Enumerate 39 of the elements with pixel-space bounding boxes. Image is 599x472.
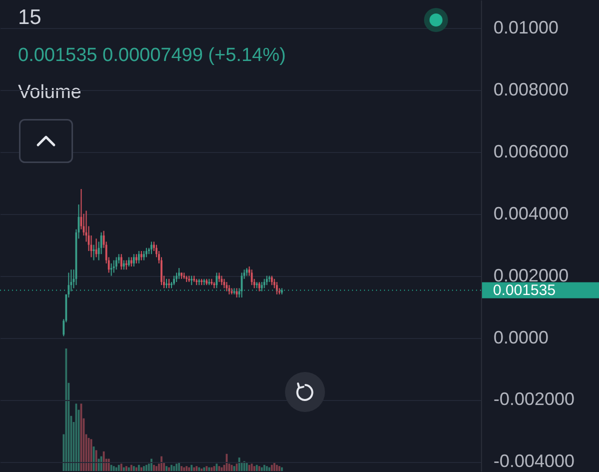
candlestick (166, 278, 168, 289)
candlestick (168, 278, 170, 289)
candlestick (110, 262, 112, 276)
candlestick (216, 272, 218, 289)
candlestick (176, 272, 178, 282)
candlestick (125, 260, 128, 270)
candlestick (276, 281, 278, 295)
candlestick (150, 241, 152, 255)
y-tick-label: 0.006000 (494, 141, 569, 162)
candlestick (270, 275, 273, 286)
candlestick (220, 275, 223, 286)
y-tick-label: -0.002000 (494, 389, 575, 410)
y-tick-label: 0.004000 (494, 203, 569, 224)
y-tick-label: -0.004000 (494, 451, 575, 472)
candlestick (260, 281, 263, 292)
candlestick (112, 260, 115, 274)
y-tick-label: 0.01000 (494, 17, 559, 38)
candlestick (135, 254, 138, 264)
candlestick (173, 275, 175, 286)
candlestick (190, 275, 193, 286)
chart-title: 15 (18, 6, 42, 29)
candlestick (263, 278, 266, 289)
candlestick (178, 268, 180, 280)
y-tick-label: 0.0000 (494, 327, 549, 348)
candlestick (266, 275, 268, 286)
candlestick (218, 272, 220, 282)
candlestick (120, 254, 122, 270)
y-tick-label: 0.008000 (494, 79, 569, 100)
candlestick (132, 254, 135, 267)
text: 0.001535 0.00007499 (+5.14%) (18, 45, 286, 66)
candlestick (122, 260, 125, 270)
candlestick (258, 281, 260, 292)
candlestick (130, 256, 132, 267)
candlestick (140, 250, 142, 261)
candlestick (142, 250, 145, 261)
candlestick (145, 247, 148, 258)
candlestick (138, 250, 140, 264)
candlestick (115, 256, 118, 270)
candlestick (128, 256, 130, 267)
